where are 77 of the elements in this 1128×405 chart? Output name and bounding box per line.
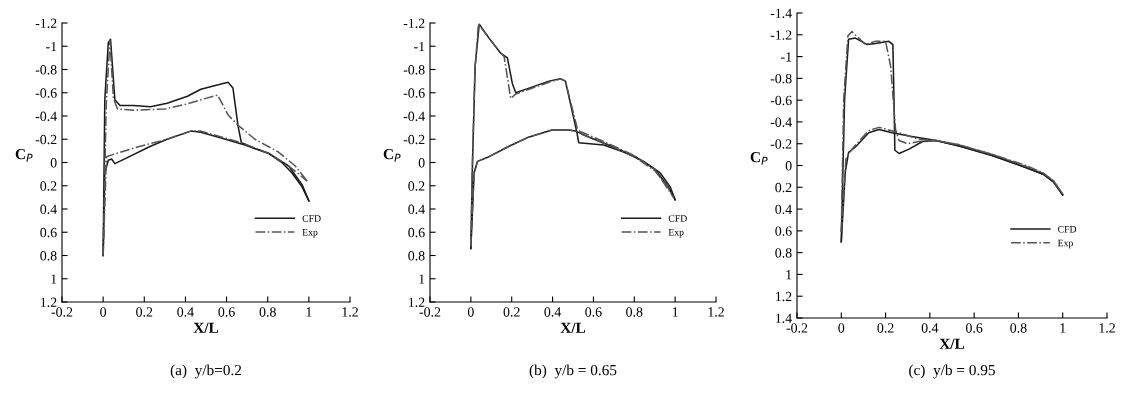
- y-tick-label: 0.4: [408, 204, 425, 215]
- y-tick-label: -1.2: [770, 30, 792, 40]
- x-tick-label: 1: [1060, 323, 1066, 333]
- x-tick-label: 0.2: [877, 323, 894, 333]
- y-tick-label: 0.6: [40, 227, 57, 238]
- y-tick-label: 1: [786, 270, 792, 280]
- y-tick-label: 0.2: [40, 181, 57, 191]
- y-tick-label: 0.8: [40, 251, 57, 261]
- x-tick-label: 0.8: [626, 307, 643, 317]
- y-tick-label: 0.4: [775, 204, 792, 215]
- legend-label: Exp: [302, 229, 318, 238]
- legend-label: CFD: [668, 215, 687, 222]
- x-tick-label: 0.2: [503, 307, 520, 317]
- x-tick-label: 0.8: [1010, 323, 1027, 333]
- y-tick-label: 0.8: [408, 251, 425, 261]
- y-tick-label: 1: [51, 274, 57, 284]
- y-tick-label: -0.6: [35, 88, 57, 98]
- y-tick-label: 0.2: [408, 181, 425, 191]
- y-tick-label: -0.8: [770, 73, 792, 84]
- y-tick-label: 0.4: [40, 204, 57, 215]
- y-tick-label: 1.2: [409, 297, 425, 308]
- x-tick-label: 1.2: [708, 307, 724, 317]
- y-tick-label: 0.6: [408, 227, 425, 238]
- x-tick-label: 0.4: [544, 307, 562, 317]
- y-tick-label: 0: [418, 158, 425, 168]
- y-tick-label: 0: [50, 158, 57, 168]
- x-tick-label: 0: [100, 307, 107, 317]
- x-tick-label: 0.4: [177, 307, 194, 317]
- y-tick-label: 0.2: [775, 182, 792, 193]
- legend-label: Exp: [668, 229, 684, 238]
- y-tick-label: 0.6: [775, 226, 792, 236]
- y-axis-title: C$_{P}$: [383, 149, 401, 162]
- x-tick-label: 0: [467, 307, 474, 317]
- y-tick-label: 1: [419, 274, 425, 284]
- y-tick-label: -0.4: [770, 117, 792, 127]
- y-tick-label: -0.6: [770, 95, 792, 106]
- y-tick-label: -1.4: [770, 8, 792, 19]
- x-tick-label: 1.2: [1099, 323, 1115, 333]
- legend-label: Exp: [1057, 239, 1073, 249]
- x-tick-label: 1.2: [342, 307, 358, 317]
- x-tick-label: 0.2: [136, 307, 153, 317]
- y-tick-label: 0: [785, 161, 792, 171]
- x-axis-title: X/L: [193, 322, 219, 333]
- y-tick-label: -0.2: [770, 139, 792, 149]
- y-tick-label: -1: [414, 41, 425, 52]
- y-tick-label: -1.2: [403, 18, 425, 29]
- x-tick-label: 1: [306, 307, 312, 317]
- y-axis-title: C$_{P}$: [750, 152, 768, 165]
- y-tick-label: -0.2: [403, 134, 425, 145]
- text: (a) y/b=0.2: [170, 364, 242, 379]
- y-tick-label: -0.8: [403, 65, 425, 75]
- y-tick-label: -1: [46, 41, 57, 52]
- x-tick-label: 0.6: [965, 323, 983, 333]
- y-tick-label: -1.2: [35, 18, 57, 29]
- text: (b) y/b = 0.65: [529, 364, 617, 379]
- y-tick-label: 0.8: [775, 248, 792, 258]
- y-tick-label: 1.2: [776, 291, 792, 302]
- x-tick-label: 0.6: [585, 307, 602, 317]
- x-tick-label: 0.4: [921, 323, 939, 333]
- x-tick-label: 0.8: [259, 307, 276, 317]
- y-tick-label: -0.4: [403, 111, 425, 122]
- y-tick-label: -1: [781, 52, 792, 62]
- y-tick-label: 1.2: [41, 297, 57, 308]
- legend-label: CFD: [1058, 226, 1077, 233]
- y-tick-label: 1.4: [776, 313, 792, 324]
- text: (c) y/b = 0.95: [909, 364, 995, 379]
- y-axis-title: C$_{P}$: [15, 149, 33, 162]
- x-axis-title: X/L: [939, 338, 965, 349]
- x-tick-label: 0.6: [218, 307, 235, 317]
- y-tick-label: -0.4: [35, 111, 57, 122]
- legend-label: CFD: [302, 215, 321, 222]
- x-tick-label: 0: [838, 323, 845, 333]
- y-tick-label: -0.6: [403, 88, 425, 98]
- y-tick-label: -0.8: [35, 65, 57, 75]
- y-tick-label: -0.2: [35, 134, 57, 145]
- x-axis-title: X/L: [560, 322, 586, 333]
- x-tick-label: 1: [672, 307, 678, 317]
